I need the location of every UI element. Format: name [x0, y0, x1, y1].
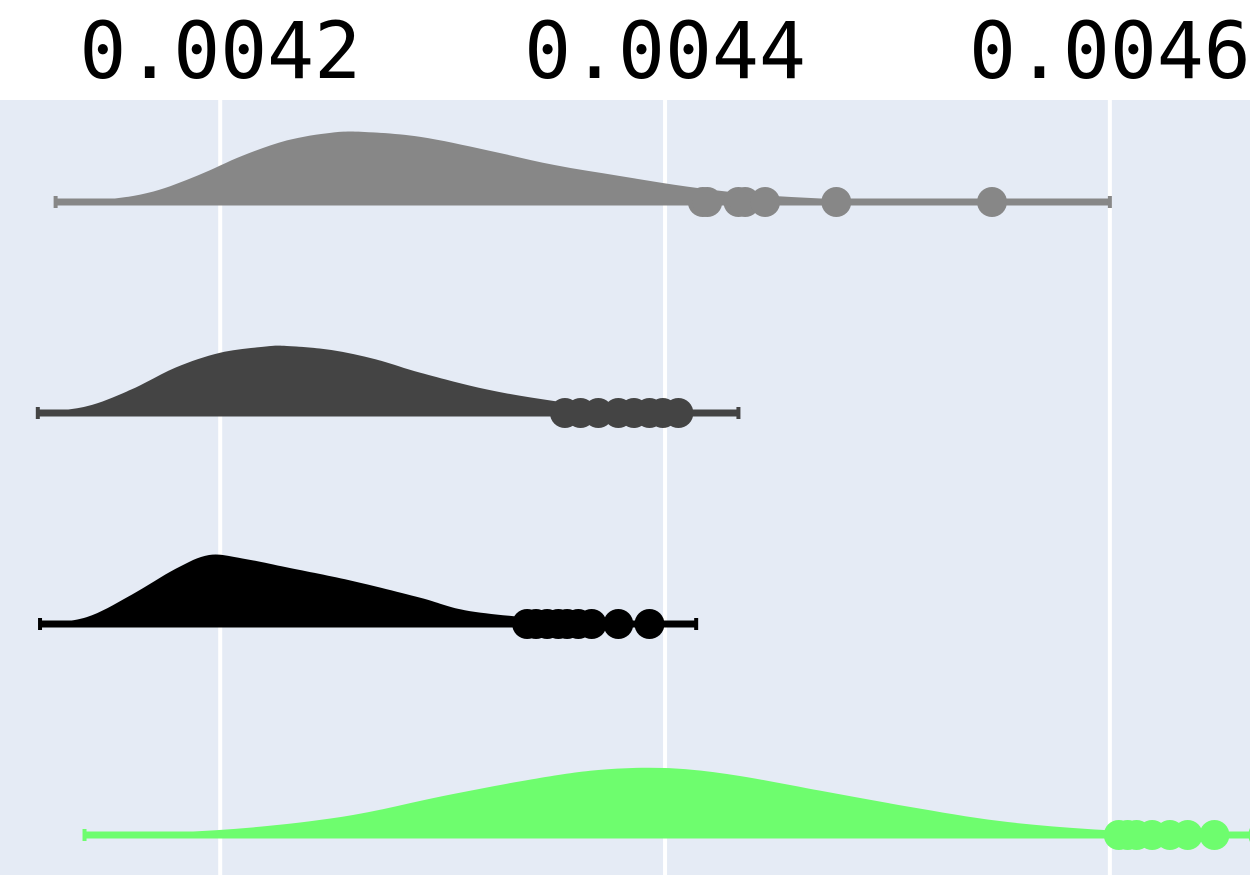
violin-density-shape — [84, 767, 1250, 835]
violin-density-shape — [37, 345, 739, 413]
outlier-point — [1172, 820, 1203, 850]
violin-density-shape — [55, 131, 1110, 202]
x-axis-tick-labels: 0.0042 0.0044 0.0046 — [79, 7, 1250, 97]
outlier-point — [1199, 820, 1230, 850]
outlier-point — [692, 187, 723, 217]
violin-series-4 — [82, 767, 1250, 850]
outlier-point — [821, 187, 852, 217]
outlier-point — [576, 609, 607, 639]
outlier-point — [634, 609, 665, 639]
outlier-point — [976, 187, 1007, 217]
violin-density-shape — [40, 554, 697, 624]
violin-series-3 — [38, 554, 699, 639]
x-tick-label: 0.0046 — [969, 7, 1250, 97]
x-tick-label: 0.0042 — [79, 7, 361, 97]
violin-series-2 — [35, 345, 741, 428]
outlier-point — [603, 609, 634, 639]
gridlines — [218, 100, 1112, 875]
violin-series-1 — [53, 131, 1112, 217]
x-tick-label: 0.0044 — [524, 7, 806, 97]
violin-series — [35, 131, 1250, 850]
outlier-point — [750, 187, 781, 217]
outlier-point — [663, 398, 694, 428]
plot-background — [0, 100, 1250, 875]
